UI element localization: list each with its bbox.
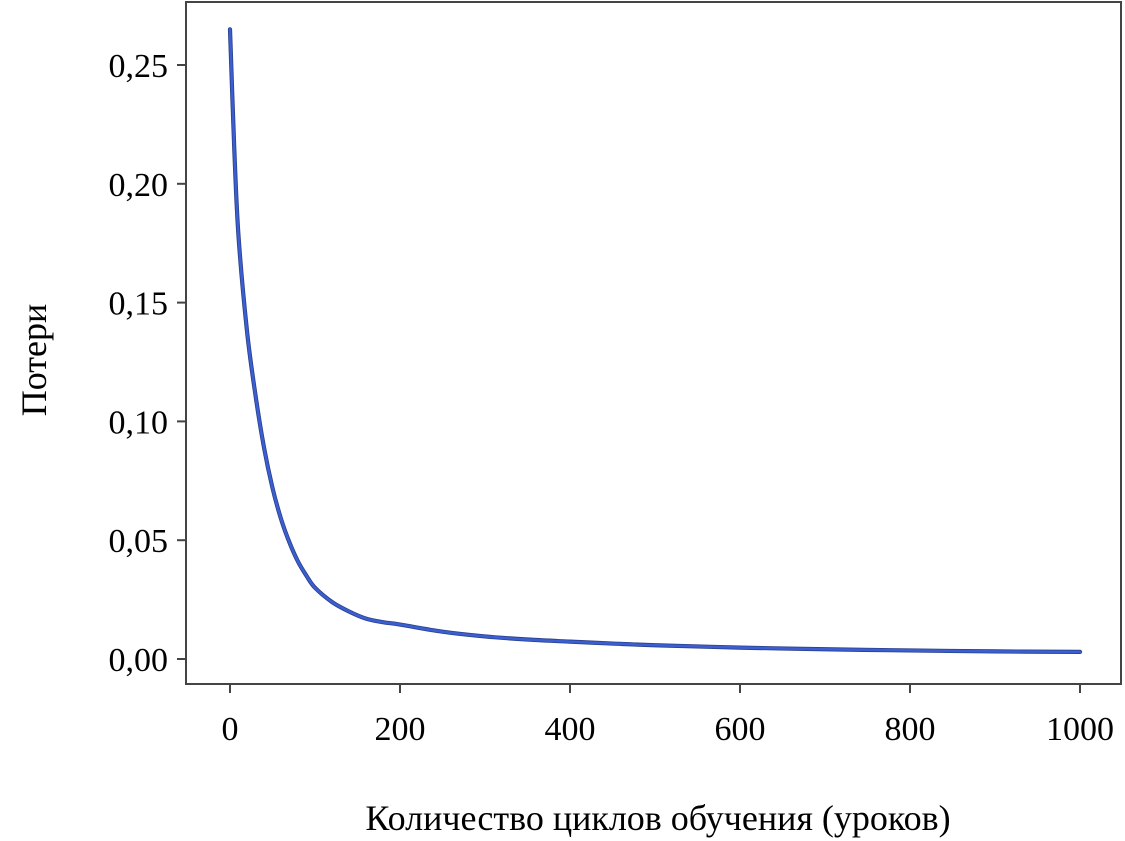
- x-axis-title: Количество циклов обучения (уроков): [365, 798, 950, 838]
- y-axis-title: Потери: [14, 304, 54, 417]
- x-tick-label: 800: [885, 711, 936, 748]
- y-tick-label: 0,10: [109, 404, 169, 441]
- y-axis: 0,00 0,05 0,10 0,15 0,20 0,25: [109, 48, 186, 679]
- x-tick-label: 0: [222, 711, 239, 748]
- plot-frame: [185, 1, 1122, 685]
- y-tick-label: 0,25: [109, 48, 169, 85]
- x-tick-label: 200: [375, 711, 426, 748]
- x-tick-label: 600: [715, 711, 766, 748]
- loss-series-line-shadow: [227, 27, 1083, 654]
- series-layer: [227, 27, 1083, 654]
- loss-series-line: [228, 28, 1082, 654]
- y-tick-label: 0,20: [109, 167, 169, 204]
- y-tick-label: 0,05: [109, 523, 169, 560]
- x-axis: 0 200 400 600 800 1000: [222, 684, 1114, 748]
- y-tick-label: 0,15: [109, 286, 169, 323]
- x-tick-label: 1000: [1046, 711, 1114, 748]
- x-tick-label: 400: [545, 711, 596, 748]
- y-tick-label: 0,00: [109, 642, 169, 679]
